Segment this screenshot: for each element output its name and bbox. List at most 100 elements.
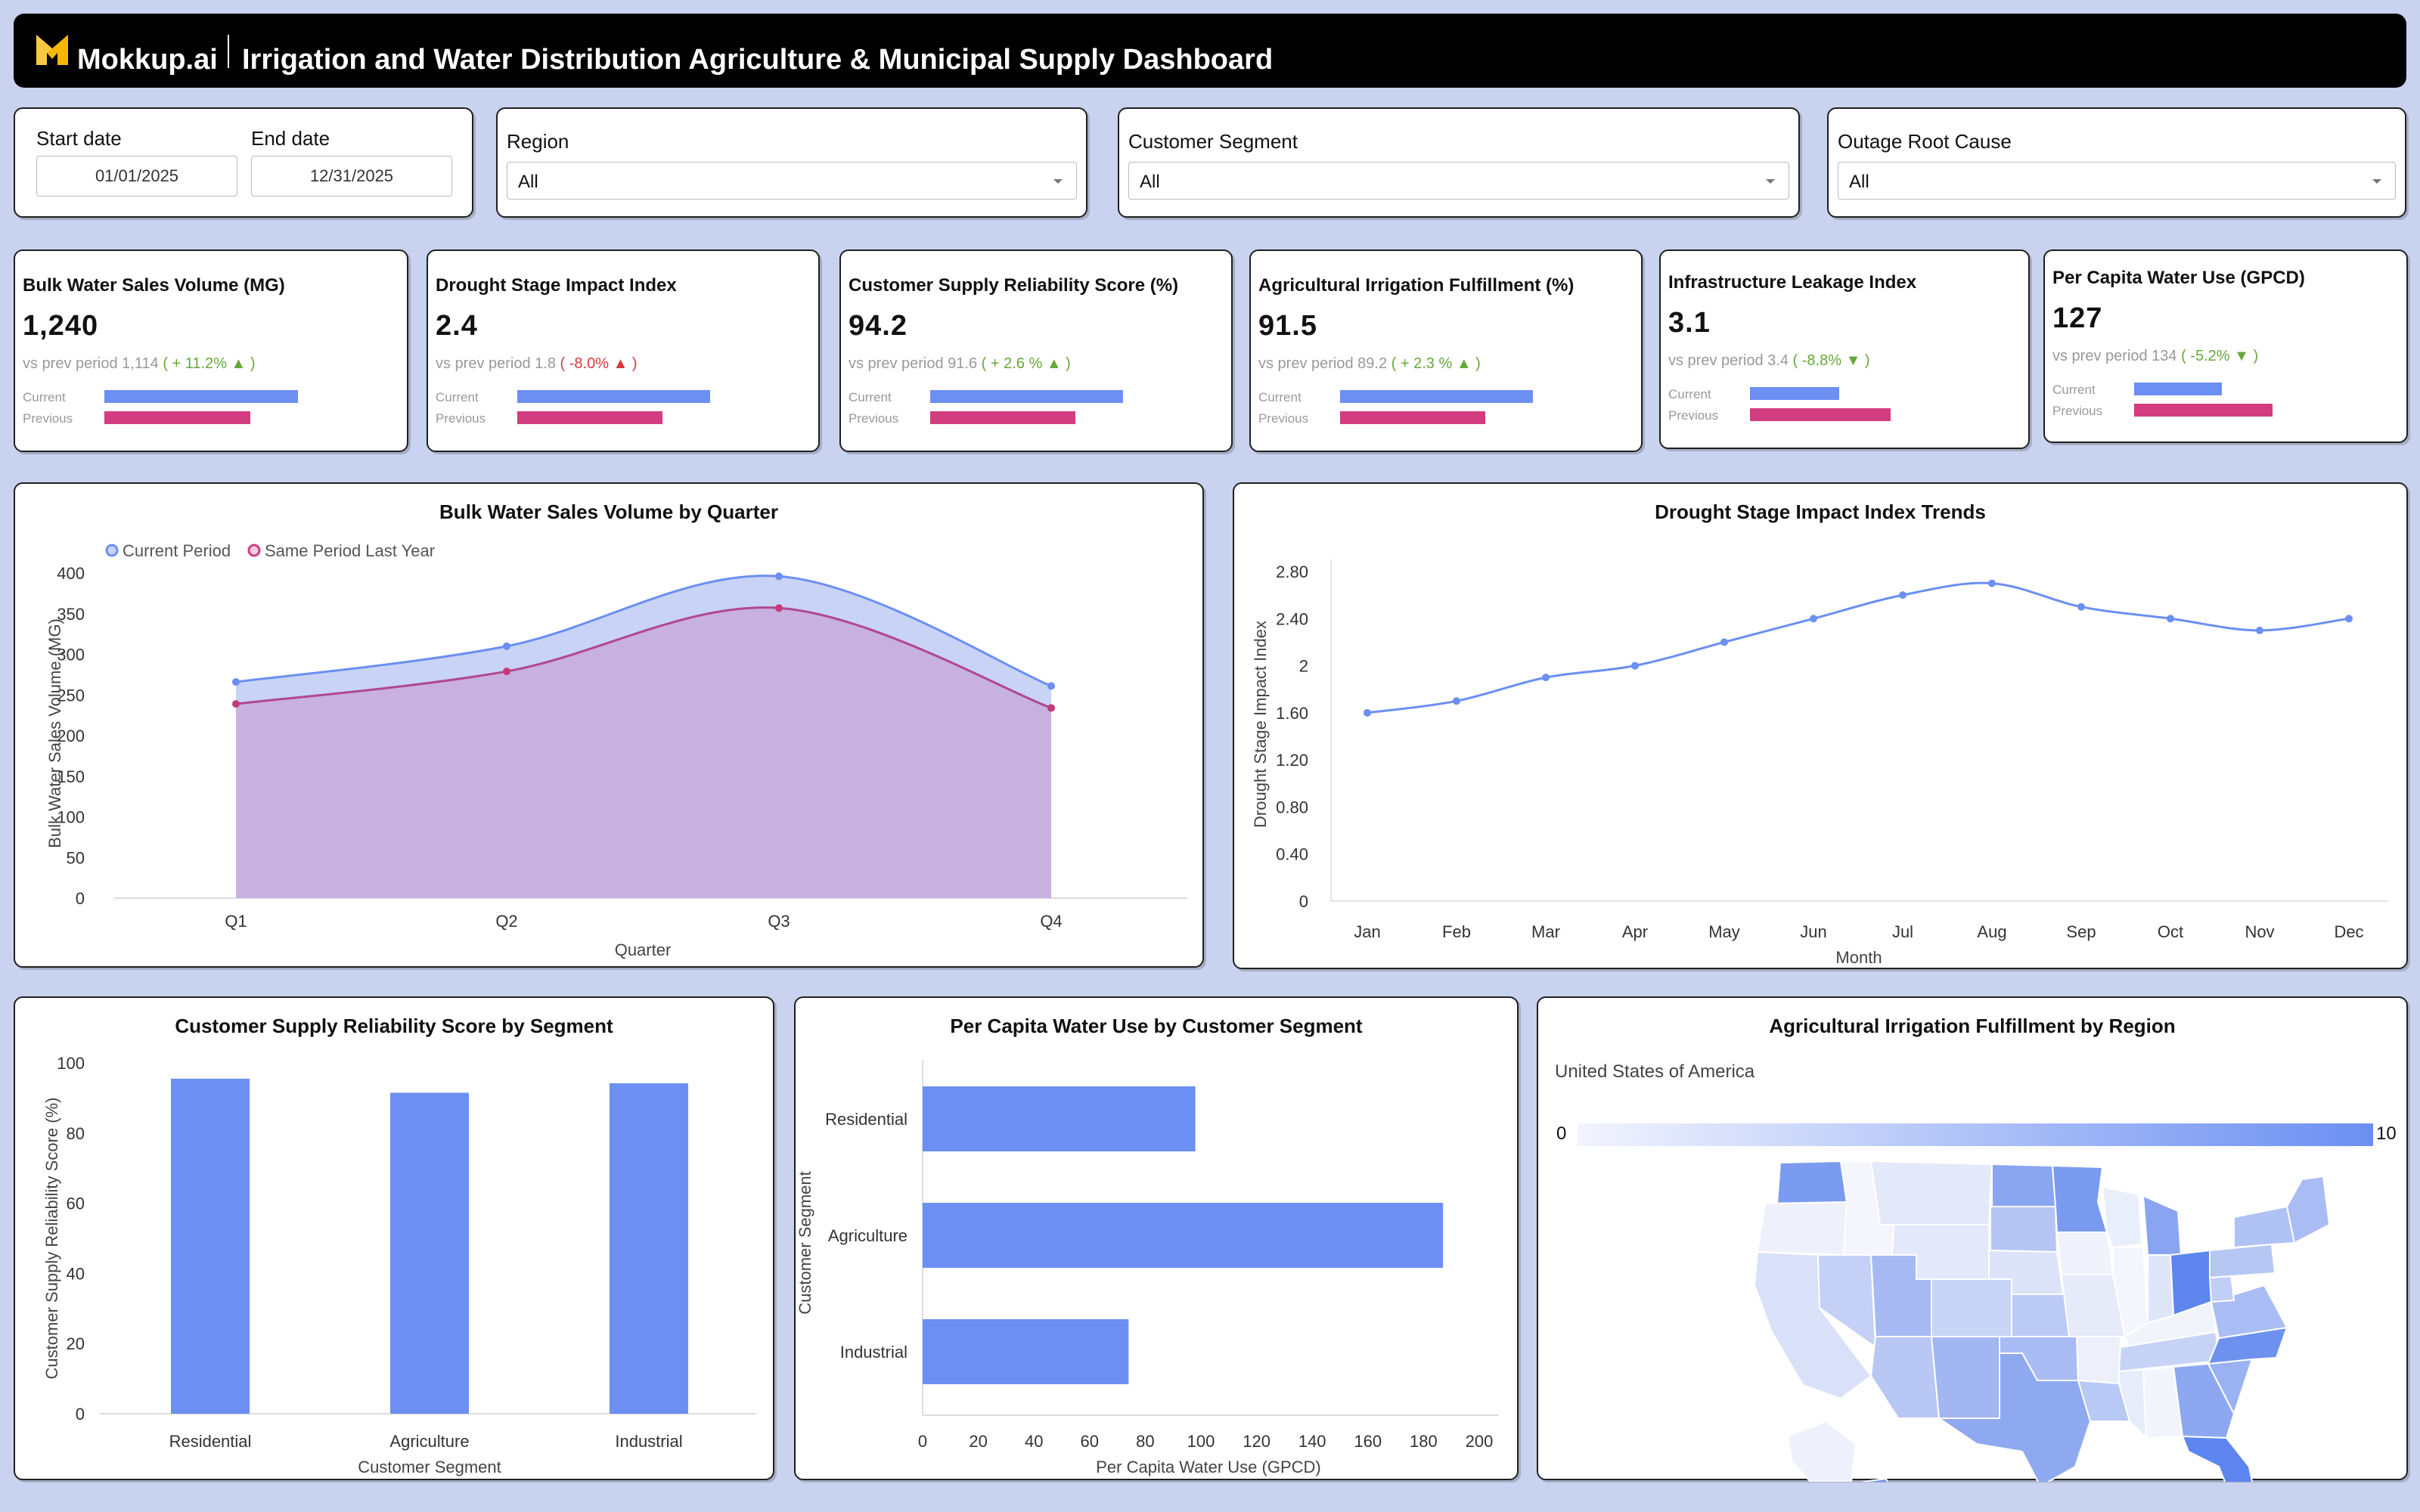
legend-label-previous: Same Period Last Year [265,541,435,560]
kpi-current-label: Current [1668,387,1711,401]
chart-title: Customer Supply Reliability Score by Seg… [175,1015,613,1037]
kpi-value: 1,240 [23,310,99,342]
kpi-title: Agricultural Irrigation Fulfillment (%) [1258,275,1575,296]
kpi-comparison: vs prev period 89.2 ( + 2.3 % ▲ ) [1258,355,1481,373]
map-region-arkansas [2075,1336,2122,1385]
x-tick-label: 0 [918,1432,927,1451]
y-tick-label: 60 [67,1194,85,1213]
x-tick-label: Q2 [495,912,517,931]
start-date-input[interactable]: 01/01/2025 [36,156,237,197]
x-tick-label: Q4 [1040,912,1062,931]
kpi-current-label: Current [436,390,479,404]
kpi-value: 91.5 [1258,310,1317,342]
kpi-title: Per Capita Water Use (GPCD) [2052,268,2305,288]
y-tick-label: 0.40 [1276,845,1308,864]
us-choropleth-map[interactable] [1538,998,2409,1482]
x-tick-label: 180 [1410,1432,1438,1451]
segment-label: Customer Segment [1128,130,1298,153]
y-axis-title: Customer Supply Reliability Score (%) [42,1098,61,1380]
kpi-current-bar [104,390,298,403]
bar [923,1319,1129,1384]
kpi-previous-bar [1750,408,1891,421]
series-area-previous [236,607,1051,898]
segment-value: All [1140,172,1160,192]
data-point-current [503,642,510,650]
region-select[interactable]: All [507,162,1077,200]
chevron-down-icon [2372,179,2381,184]
data-point-previous [503,668,510,676]
kpi-current-bar [930,390,1123,403]
kpi-previous-bar [1340,411,1485,424]
series-line-previous [235,606,1052,709]
y-tick-label: 1.20 [1276,751,1308,770]
y-tick-label: 0 [1299,892,1308,911]
start-date-label: Start date [36,127,122,150]
chart-title: Per Capita Water Use by Customer Segment [950,1015,1363,1037]
bar [390,1092,469,1414]
kpi-value: 94.2 [849,310,908,342]
y-tick-label: Residential [825,1110,908,1129]
bar [610,1083,688,1414]
kpi-card-supply-reliability: Customer Supply Reliability Score (%) 94.… [839,249,1233,452]
x-tick-label: Q3 [768,912,790,931]
map-region-indiana [2147,1254,2175,1325]
map-region-pennsylvania [2209,1243,2276,1279]
map-region-florida [2181,1435,2254,1482]
y-tick-label: 80 [67,1124,85,1143]
y-tick-label: 100 [57,1054,85,1073]
x-tick-label: Feb [1442,922,1471,941]
kpi-comparison: vs prev period 1.8 ( -8.0% ▲ ) [436,355,638,373]
kpi-value: 127 [2052,302,2103,334]
chart-title: Agricultural Irrigation Fulfillment by R… [1769,1015,2176,1037]
dashboard-title: Irrigation and Water Distribution Agricu… [242,44,1274,76]
kpi-current-label: Current [849,390,892,404]
y-tick-label: 2.40 [1276,609,1308,628]
y-tick-label: 0 [76,1405,85,1424]
map-region-arizona [1869,1336,1941,1419]
map-region-michigan [2142,1194,2183,1256]
data-point [1720,638,1728,646]
kpi-card-bulk-water-sales: Bulk Water Sales Volume (MG) 1,240 vs prev… [14,249,408,452]
map-scale-min: 0 [1556,1123,1567,1144]
outage-label: Outage Root Cause [1838,130,2012,153]
map-region-wisconsin [2101,1185,2143,1249]
data-point-current [232,678,240,686]
kpi-current-bar [517,390,710,403]
kpi-comparison: vs prev period 3.4 ( -8.8% ▼ ) [1668,352,1870,370]
kpi-title: Customer Supply Reliability Score (%) [849,275,1179,296]
y-axis-title: Bulk Water Sales Volume (MG) [45,618,64,848]
kpi-previous-bar [930,411,1075,424]
y-tick-label: 250 [57,686,85,705]
irrigation-fulfillment-map-card: Agricultural Irrigation Fulfillment by R… [1537,996,2409,1482]
x-tick-label: Jun [1800,922,1826,941]
mokkup-logo-icon [36,35,68,65]
kpi-current-bar [1340,390,1533,403]
data-point [1988,579,1996,587]
y-tick-label: 50 [67,848,85,867]
segment-select[interactable]: All [1128,162,1789,200]
outage-root-cause-filter: Outage Root Cause All [1827,107,2406,218]
kpi-value: 2.4 [436,310,478,342]
data-point [1899,591,1907,600]
map-region-minnesota [2051,1164,2108,1233]
x-tick-label: Industrial [615,1432,682,1451]
data-point [2256,626,2263,634]
end-date-input[interactable]: 12/31/2025 [251,156,452,197]
per-capita-use-chart: Residential Agriculture Industrial 0 20 40 60 8… [796,1060,1499,1476]
x-tick-label: Sep [2066,922,2096,941]
x-tick-label: 160 [1354,1432,1382,1451]
kpi-title: Infrastructure Leakage Index [1668,272,1917,293]
map-color-scale [1578,1123,2373,1146]
y-tick-label: 20 [67,1334,85,1353]
bar [923,1086,1196,1151]
map-scale-max: 10 [2376,1123,2397,1144]
map-region-new-england [2285,1175,2331,1244]
map-region-new-mexico [1930,1336,2000,1419]
outage-select[interactable]: All [1838,162,2396,200]
drought-trend-chart: 0 0.40 0.80 1.20 1.60 2 2.40 2.80 Jan Feb Mar Apr Ma… [1251,559,2388,967]
y-tick-label: 300 [57,646,85,665]
x-tick-label: May [1708,922,1740,941]
map-region-iowa [2055,1232,2114,1275]
kpi-comparison: vs prev period 91.6 ( + 2.6 % ▲ ) [849,355,1071,373]
kpi-previous-label: Previous [2052,404,2103,418]
